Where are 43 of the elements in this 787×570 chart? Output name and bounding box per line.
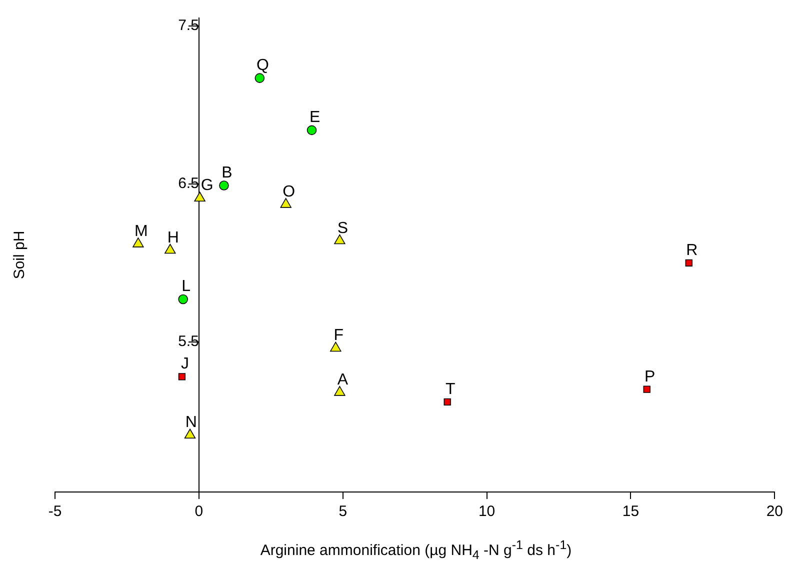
point (178, 373, 186, 380)
annotation: F (334, 327, 344, 344)
point (132, 238, 144, 248)
x-tick-label: 10 (478, 503, 496, 520)
point (334, 234, 346, 244)
annotation: H (167, 229, 179, 246)
point (184, 428, 196, 439)
annotation: L (182, 278, 191, 296)
point (334, 386, 346, 396)
annotation: P (644, 368, 656, 386)
annotation: B (222, 164, 232, 182)
x-tick-label: 15 (622, 503, 640, 520)
annotation: T (445, 380, 456, 398)
x-axis-title: Arginine ammonification (µg NH$_{4}$ -N g$^{-1}$ ds h$^{-1}$) (259, 538, 573, 562)
x-tick-label: 20 (766, 503, 783, 520)
y-axis-title: Soil pH (11, 230, 28, 280)
point (444, 398, 451, 406)
annotation: G (200, 177, 214, 194)
annotation: J (180, 356, 189, 373)
annotation: A (337, 371, 348, 388)
x-tick-label: 5 (338, 503, 348, 520)
point (330, 342, 342, 352)
annotation: O (282, 183, 296, 200)
annotation: M (134, 222, 148, 240)
point (254, 73, 265, 83)
annotation: R (686, 242, 698, 259)
point (685, 259, 692, 266)
point (178, 294, 188, 304)
annotation: Q (256, 57, 269, 74)
point (219, 180, 229, 190)
point (194, 192, 206, 202)
x-tick-label: -5 (48, 503, 62, 520)
annotation: S (337, 220, 348, 237)
y-tick-label: 7.5 (178, 17, 199, 34)
annotation: N (185, 414, 197, 432)
y-tick-label: 5.5 (178, 333, 199, 350)
annotation: E (309, 109, 320, 126)
x-tick-label: 0 (194, 503, 204, 520)
point (643, 386, 650, 393)
point (306, 125, 317, 136)
y-tick-label: 6.5 (178, 175, 199, 192)
point (280, 198, 292, 208)
point (164, 244, 176, 254)
